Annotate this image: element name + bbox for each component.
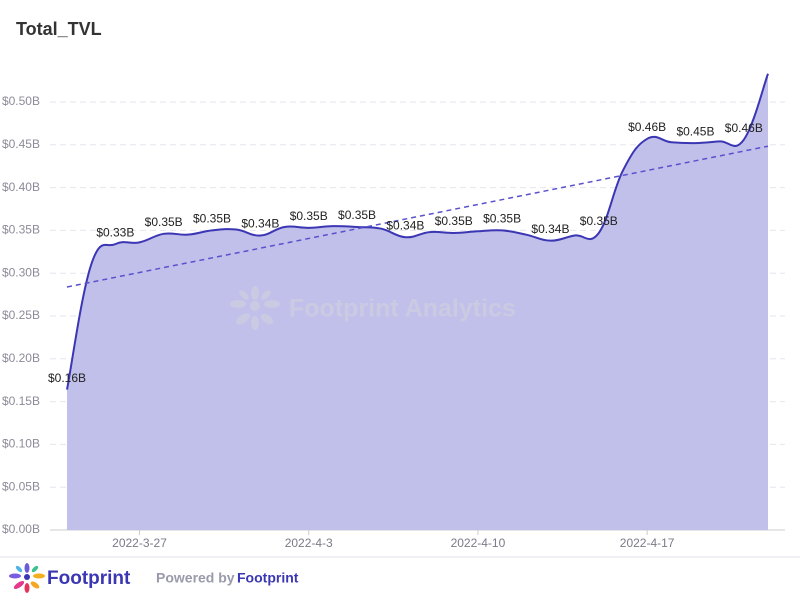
- data-label: $0.46B: [725, 121, 763, 135]
- x-tick-label: 2022-3-27: [112, 536, 167, 550]
- data-label: $0.35B: [435, 214, 473, 228]
- y-tick-label: $0.05B: [2, 479, 40, 493]
- x-tick-label: 2022-4-10: [451, 536, 506, 550]
- watermark: Footprint Analytics: [230, 286, 516, 330]
- y-tick-label: $0.00B: [2, 522, 40, 536]
- y-tick-label: $0.50B: [2, 94, 40, 108]
- powered-brand: Footprint: [237, 570, 299, 586]
- y-tick-label: $0.20B: [2, 351, 40, 365]
- watermark-icon: [230, 286, 280, 330]
- data-label: $0.35B: [193, 212, 231, 226]
- area: [67, 73, 768, 530]
- data-label: $0.33B: [96, 225, 134, 239]
- data-label: $0.34B: [386, 218, 424, 232]
- y-tick-label: $0.15B: [2, 394, 40, 408]
- y-tick-label: $0.40B: [2, 180, 40, 194]
- data-label: $0.35B: [290, 209, 328, 223]
- y-tick-label: $0.45B: [2, 137, 40, 151]
- data-label: $0.35B: [338, 208, 376, 222]
- data-label: $0.35B: [145, 215, 183, 229]
- data-label: $0.46B: [628, 120, 666, 134]
- watermark-text: Footprint Analytics: [289, 295, 516, 323]
- trend-line: [66, 145, 769, 288]
- y-tick-label: $0.25B: [2, 308, 40, 322]
- y-tick-label: $0.35B: [2, 223, 40, 237]
- data-label: $0.16B: [48, 371, 86, 385]
- data-label: $0.34B: [531, 222, 569, 236]
- footer-logo: [9, 563, 45, 593]
- data-label: $0.45B: [676, 124, 714, 138]
- line: [66, 73, 769, 390]
- data-label: $0.35B: [483, 212, 521, 226]
- data-label: $0.34B: [241, 217, 279, 231]
- footer-brand: Footprint: [47, 568, 131, 589]
- x-tick-label: 2022-4-3: [285, 536, 333, 550]
- y-tick-label: $0.10B: [2, 437, 40, 451]
- y-tick-label: $0.30B: [2, 265, 40, 279]
- chart-title: Total_TVL: [16, 19, 102, 39]
- x-tick-label: 2022-4-17: [620, 536, 675, 550]
- data-label: $0.35B: [580, 214, 618, 228]
- powered-by: Powered by: [156, 570, 235, 586]
